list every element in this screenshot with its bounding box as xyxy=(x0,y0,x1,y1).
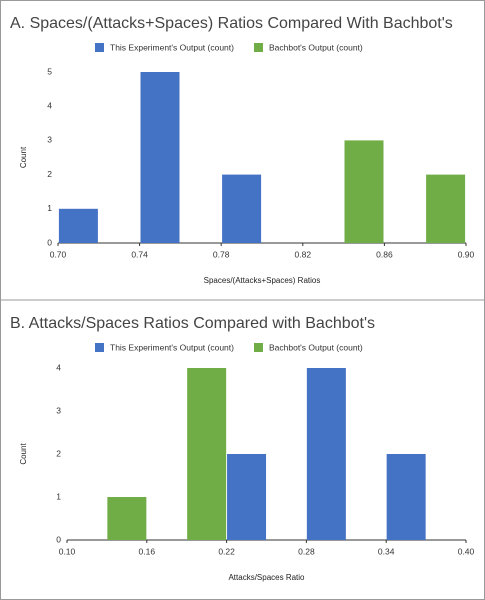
legend-swatch xyxy=(95,343,104,352)
y-axis-title: Count xyxy=(19,443,28,465)
x-tick-label: 0.86 xyxy=(376,249,393,259)
chart-title: A. Spaces/(Attacks+Spaces) Ratios Compar… xyxy=(10,15,453,32)
bar xyxy=(426,174,466,243)
x-tick-label: 0.22 xyxy=(218,546,235,556)
x-tick-label: 0.34 xyxy=(378,546,395,556)
bar xyxy=(58,208,98,243)
legend-swatch xyxy=(253,43,263,52)
y-tick-label: 0 xyxy=(47,237,52,247)
y-tick-label: 4 xyxy=(56,362,61,372)
y-tick-label: 1 xyxy=(56,491,61,501)
x-axis-title: Spaces/(Attacks+Spaces) Ratios xyxy=(204,276,321,285)
legend-swatch xyxy=(253,343,263,352)
panel-border xyxy=(0,0,485,300)
y-tick-label: 3 xyxy=(47,135,52,145)
x-tick-label: 0.28 xyxy=(298,546,315,556)
bar xyxy=(187,368,227,540)
y-axis-title: Count xyxy=(19,146,28,168)
chart-title: B. Attacks/Spaces Ratios Compared with B… xyxy=(10,315,375,332)
y-tick-label: 5 xyxy=(47,66,52,76)
legend-label: This Experiment's Output (count) xyxy=(110,42,234,52)
bar xyxy=(306,368,346,540)
y-tick-label: 1 xyxy=(47,203,52,213)
y-tick-label: 3 xyxy=(56,405,61,415)
x-axis-title: Attacks/Spaces Ratio xyxy=(228,573,305,582)
legend-label: This Experiment's Output (count) xyxy=(110,342,234,352)
bar xyxy=(344,140,384,243)
x-tick-label: 0.90 xyxy=(458,249,475,259)
x-tick-label: 0.40 xyxy=(458,546,475,556)
y-tick-label: 2 xyxy=(56,448,61,458)
legend-swatch xyxy=(95,43,104,52)
x-tick-label: 0.10 xyxy=(59,546,76,556)
y-tick-label: 2 xyxy=(47,169,52,179)
x-tick-label: 0.78 xyxy=(213,249,230,259)
x-tick-label: 0.70 xyxy=(50,249,67,259)
bar xyxy=(107,497,147,540)
y-tick-label: 0 xyxy=(56,534,61,544)
chart-panel: B. Attacks/Spaces Ratios Compared with B… xyxy=(0,300,485,600)
bar xyxy=(227,454,267,540)
legend-label: Bachbot's Output (count) xyxy=(269,342,363,352)
chart-panel: A. Spaces/(Attacks+Spaces) Ratios Compar… xyxy=(0,0,485,300)
bar xyxy=(386,454,426,540)
bar xyxy=(140,72,180,243)
x-tick-label: 0.16 xyxy=(139,546,156,556)
y-tick-label: 4 xyxy=(47,100,52,110)
bar xyxy=(222,174,262,243)
legend-label: Bachbot's Output (count) xyxy=(269,42,363,52)
x-tick-label: 0.74 xyxy=(131,249,148,259)
x-tick-label: 0.82 xyxy=(295,249,312,259)
